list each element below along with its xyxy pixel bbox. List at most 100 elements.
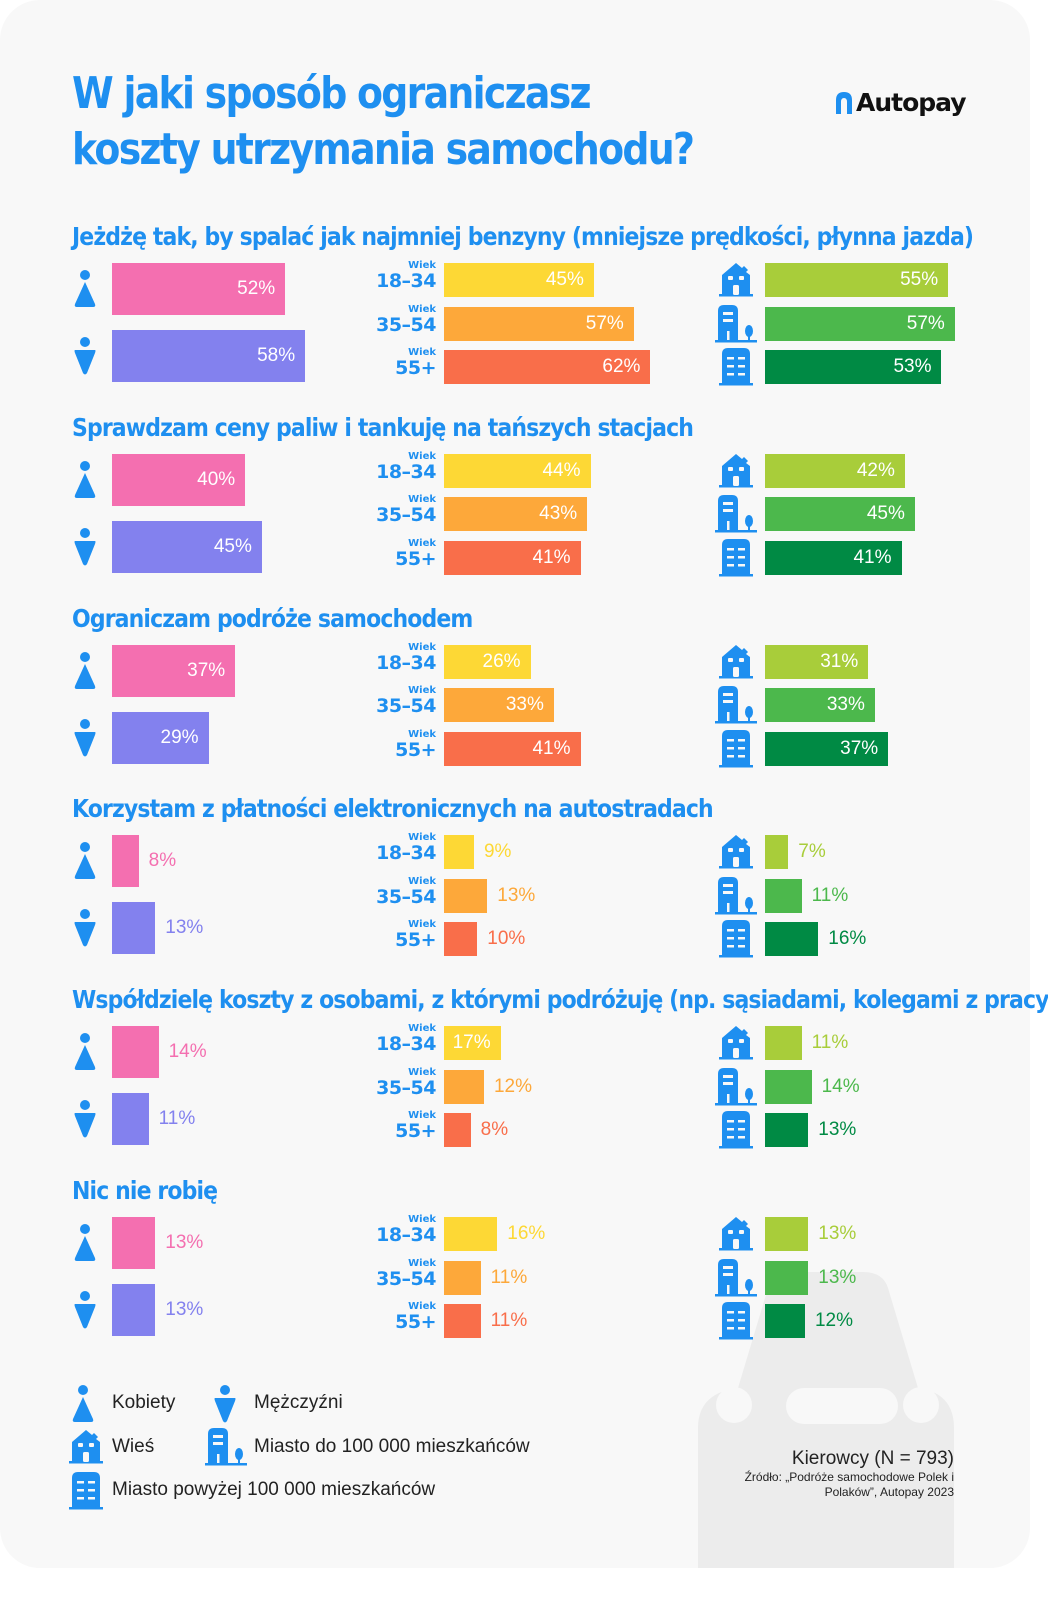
- age-range: 55+: [395, 1120, 436, 1143]
- bar-men-label: 58%: [257, 345, 296, 366]
- bar-city-large: 53%: [765, 350, 942, 384]
- age-label: Wiek 18–34: [360, 1023, 436, 1054]
- bar-city-small: 57%: [765, 306, 955, 341]
- bar-age-55-plus: 62%: [444, 350, 651, 384]
- man-icon: [74, 336, 96, 381]
- bar-city-large: 37%: [765, 731, 889, 766]
- city-large-icon: [718, 538, 754, 582]
- age-prefix: Wiek: [408, 1023, 436, 1035]
- legend-village-label: Wieś: [112, 1436, 155, 1457]
- age-prefix: Wiek: [408, 832, 436, 844]
- bar-age-35-54-label: 13%: [497, 884, 536, 906]
- age-prefix: Wiek: [408, 450, 436, 462]
- question-title: Korzystam z płatności elektronicznych na…: [72, 794, 714, 824]
- bar-age-18-34: 17%: [444, 1026, 501, 1061]
- bar-village: [765, 835, 789, 870]
- city-small-icon: [714, 876, 758, 920]
- age-prefix: Wiek: [408, 685, 436, 697]
- question-title: Nic nie robię: [72, 1176, 218, 1205]
- legend-women-icon: [72, 1384, 94, 1429]
- age-label: Wiek 18–34: [360, 260, 436, 291]
- bar-city-large: [765, 1304, 805, 1338]
- bar-women-label: 37%: [187, 659, 226, 681]
- woman-icon: [74, 1223, 96, 1268]
- bar-women: 37%: [112, 644, 236, 697]
- bar-age-55-plus-label: 11%: [490, 1310, 528, 1331]
- bar-age-55-plus-label: 10%: [487, 928, 526, 950]
- age-range: 55+: [395, 738, 436, 761]
- city-small-icon: [714, 304, 758, 348]
- bar-village: 42%: [765, 453, 905, 488]
- bar-age-35-54-label: 11%: [490, 1266, 528, 1288]
- bar-men-label: 13%: [165, 1299, 204, 1320]
- bar-age-55-plus: [444, 922, 478, 957]
- age-range: 18–34: [376, 1224, 436, 1246]
- bar-age-55-plus-label: 62%: [602, 356, 641, 377]
- bar-women-label: 40%: [197, 468, 236, 490]
- age-prefix: Wiek: [408, 303, 436, 315]
- city-large-icon: [718, 348, 754, 391]
- bar-age-18-34-label: 45%: [545, 269, 584, 290]
- age-label: Wiek 18–34: [360, 451, 436, 482]
- age-label: Wiek 35–54: [360, 494, 436, 525]
- age-label: Wiek 55+: [360, 538, 436, 569]
- age-label: Wiek 55+: [360, 1301, 436, 1332]
- bar-city-large: [765, 922, 819, 957]
- bar-age-18-34-label: 16%: [507, 1223, 546, 1244]
- bar-city-large-label: 13%: [818, 1119, 857, 1141]
- bar-women-label: 8%: [148, 850, 177, 872]
- age-range: 18–34: [376, 842, 436, 865]
- city-large-icon: [718, 1302, 754, 1345]
- bar-men: [112, 1093, 149, 1146]
- bar-women: [112, 1026, 159, 1079]
- bar-age-55-plus: 41%: [444, 731, 581, 766]
- bar-village-label: 7%: [798, 841, 826, 863]
- bar-women-label: 13%: [165, 1232, 204, 1253]
- bar-women-label: 52%: [237, 278, 276, 299]
- age-prefix: Wiek: [408, 347, 436, 358]
- woman-icon: [74, 1032, 96, 1077]
- bar-men: 29%: [112, 711, 209, 764]
- age-prefix: Wiek: [408, 494, 436, 506]
- village-icon: [718, 1024, 754, 1065]
- age-prefix: Wiek: [408, 537, 436, 549]
- age-range: 35–54: [376, 1267, 436, 1290]
- bar-age-55-plus-label: 8%: [480, 1119, 509, 1141]
- bar-men: 58%: [112, 330, 306, 382]
- legend-village-icon: [68, 1428, 104, 1469]
- age-range: 18–34: [376, 651, 436, 674]
- bar-city-large-label: 12%: [814, 1310, 853, 1331]
- bar-age-55-plus: 41%: [444, 540, 581, 575]
- city-large-icon: [718, 1111, 754, 1154]
- age-range: 55+: [395, 547, 436, 570]
- bar-age-35-54: [444, 1260, 481, 1295]
- city-small-icon: [714, 686, 758, 729]
- city-large-icon: [718, 920, 754, 963]
- legend-men-icon: [214, 1384, 236, 1429]
- bar-age-35-54-label: 12%: [493, 1075, 532, 1097]
- bar-city-small: 33%: [765, 688, 875, 723]
- age-label: Wiek 18–34: [360, 1214, 436, 1245]
- legend-city-small-label: Miasto do 100 000 mieszkańców: [254, 1436, 530, 1457]
- source-note: Źródło: „Podróże samochodowe Polek i Pol…: [744, 1470, 954, 1499]
- bar-age-35-54-label: 33%: [505, 694, 544, 716]
- bar-men-label: 13%: [165, 917, 204, 939]
- age-prefix: Wiek: [408, 1066, 436, 1078]
- bar-age-55-plus-label: 41%: [532, 546, 571, 568]
- age-label: Wiek 55+: [360, 729, 436, 760]
- city-small-icon: [714, 1258, 758, 1302]
- bar-age-18-34: [444, 835, 474, 870]
- age-label: Wiek 18–34: [360, 832, 436, 863]
- man-icon: [74, 1099, 96, 1144]
- bar-city-small-label: 33%: [826, 694, 865, 716]
- age-prefix: Wiek: [408, 1301, 436, 1312]
- bar-city-small: [765, 878, 802, 913]
- age-prefix: Wiek: [408, 875, 436, 887]
- bar-women: [112, 1217, 156, 1269]
- bar-age-55-plus: [444, 1304, 481, 1338]
- woman-icon: [74, 460, 96, 505]
- bar-village: [765, 1217, 809, 1251]
- city-small-icon: [714, 1067, 758, 1111]
- age-prefix: Wiek: [408, 1110, 436, 1122]
- age-prefix: Wiek: [408, 260, 436, 271]
